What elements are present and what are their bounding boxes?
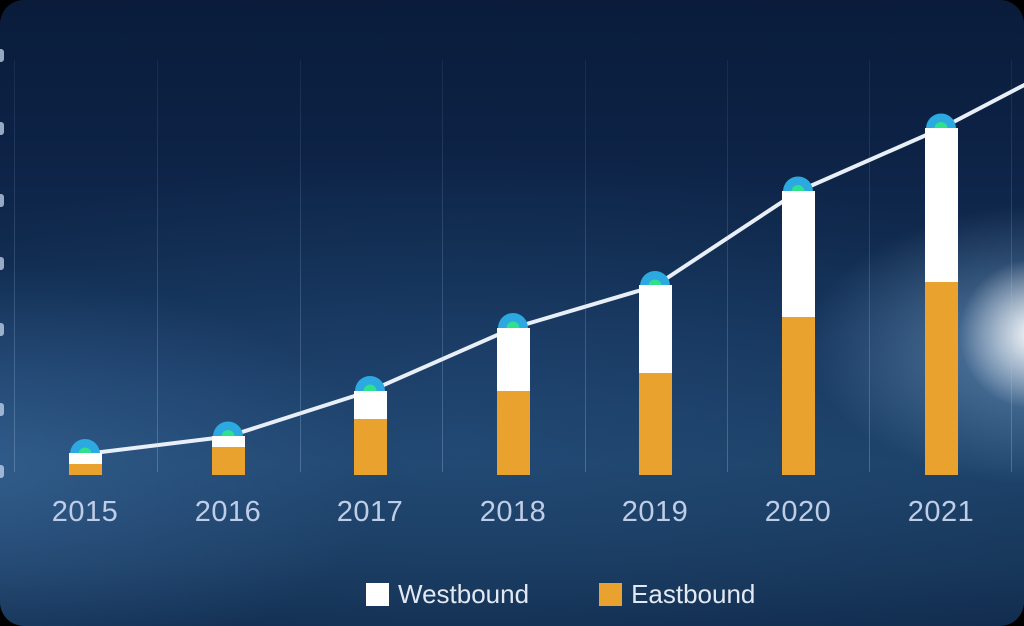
y-axis-label-fragment (0, 465, 4, 478)
y-axis-label-fragment (0, 194, 4, 207)
x-axis-label: 2018 (479, 496, 547, 528)
vertical-gridline (1011, 60, 1012, 472)
bar-segment-westbound[interactable] (496, 328, 530, 391)
bar-segment-eastbound[interactable] (496, 391, 530, 475)
legend-swatch-eastbound (599, 582, 623, 606)
y-axis-label-fragment (0, 257, 4, 270)
x-axis-label: 2016 (194, 496, 262, 528)
y-axis-label-fragment (0, 323, 4, 336)
bar-segment-westbound[interactable] (211, 436, 245, 447)
x-axis-label: 2015 (51, 496, 119, 528)
vertical-gridline (869, 60, 870, 472)
legend-label-westbound: Westbound (398, 579, 530, 609)
vertical-gridline (585, 60, 586, 472)
x-axis-label: 2021 (907, 496, 975, 528)
bar-segment-eastbound[interactable] (924, 282, 958, 475)
bar-segment-westbound[interactable] (68, 453, 102, 464)
vertical-gridline (300, 60, 301, 472)
bar-segment-eastbound[interactable] (68, 464, 102, 475)
bar-segment-westbound[interactable] (638, 285, 672, 373)
bar-segment-eastbound[interactable] (353, 419, 387, 475)
x-axis-label: 2017 (336, 496, 404, 528)
bar-segment-eastbound[interactable] (211, 447, 245, 475)
y-axis-label-fragment (0, 49, 4, 62)
legend: Westbound Eastbound (366, 581, 755, 607)
vertical-gridline (14, 60, 15, 472)
bar-segment-westbound[interactable] (924, 128, 958, 282)
y-axis-label-fragment (0, 403, 4, 416)
bar-segment-westbound[interactable] (353, 391, 387, 419)
legend-swatch-westbound (366, 582, 389, 606)
bar-segment-eastbound[interactable] (638, 373, 672, 475)
bar-segment-westbound[interactable] (781, 191, 815, 317)
vertical-gridline (157, 60, 158, 472)
legend-item-eastbound[interactable]: Eastbound (599, 581, 755, 607)
x-axis-label: 2019 (621, 496, 689, 528)
trend-line (83, 83, 1024, 456)
bar-segment-eastbound[interactable] (781, 317, 815, 475)
legend-label-eastbound: Eastbound (631, 579, 756, 609)
x-axis-label: 2020 (764, 496, 832, 528)
vertical-gridline (442, 60, 443, 472)
vertical-gridline (727, 60, 728, 472)
legend-item-westbound[interactable]: Westbound (366, 581, 529, 607)
y-axis-label-fragment (0, 122, 4, 135)
